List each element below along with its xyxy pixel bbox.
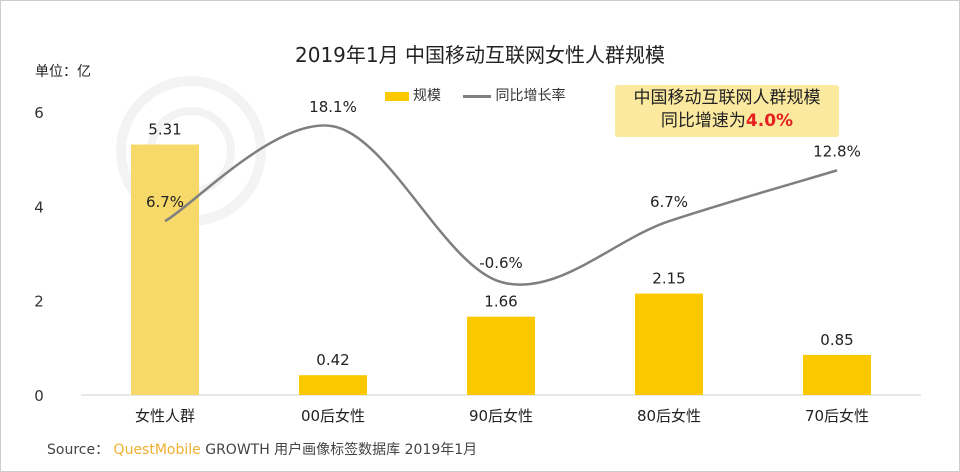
bar (467, 316, 535, 395)
bar (635, 293, 703, 395)
bar (299, 375, 367, 395)
bar-data-label: 2.15 (652, 270, 685, 288)
source-label: Source： (47, 442, 110, 458)
callout-highlight: 4.0% (745, 111, 794, 131)
source-note: Source： QuestMobile GROWTH 用户画像标签数据库 201… (47, 439, 477, 459)
y-tick-label: 6 (34, 104, 44, 122)
line-data-label: 12.8% (813, 142, 861, 160)
growth-line (164, 124, 838, 286)
legend-bar-label: 规模 (413, 88, 441, 104)
bar-data-label: 5.31 (148, 121, 181, 139)
bar-data-label: 0.42 (316, 351, 349, 369)
x-tick-label: 70后女性 (805, 407, 869, 425)
legend-line-label: 同比增长率 (495, 88, 566, 104)
x-tick-label: 80后女性 (637, 407, 701, 425)
unit-label: 单位：亿 (35, 64, 91, 80)
chart-title: 2019年1月 中国移动互联网女性人群规模 (295, 43, 665, 67)
line-data-label: -0.6% (479, 254, 523, 272)
y-tick-label: 4 (34, 198, 44, 216)
x-tick-label: 女性人群 (135, 407, 195, 425)
legend: 规模 同比增长率 (385, 85, 565, 105)
legend-line-swatch (463, 94, 492, 98)
x-tick-label: 00后女性 (301, 407, 365, 425)
x-tick-label: 90后女性 (469, 407, 533, 425)
source-brand: QuestMobile (113, 442, 201, 458)
y-tick-label: 0 (34, 387, 44, 405)
line-data-label: 6.7% (146, 193, 184, 211)
line-data-label: 6.7% (650, 193, 688, 211)
bar-data-label: 1.66 (484, 293, 517, 311)
callout-line2: 同比增速为 (660, 111, 746, 131)
callout-box: 中国移动互联网人群规模 同比增速为4.0% (615, 85, 839, 137)
bar (131, 144, 199, 395)
callout-line1: 中国移动互联网人群规模 (633, 88, 821, 108)
line-data-label: 18.1% (309, 98, 357, 116)
bar-data-label: 0.85 (820, 331, 853, 349)
y-tick-label: 2 (34, 293, 44, 311)
legend-bar-swatch (385, 91, 409, 101)
source-text: GROWTH 用户画像标签数据库 2019年1月 (205, 442, 478, 458)
bar (803, 354, 871, 395)
